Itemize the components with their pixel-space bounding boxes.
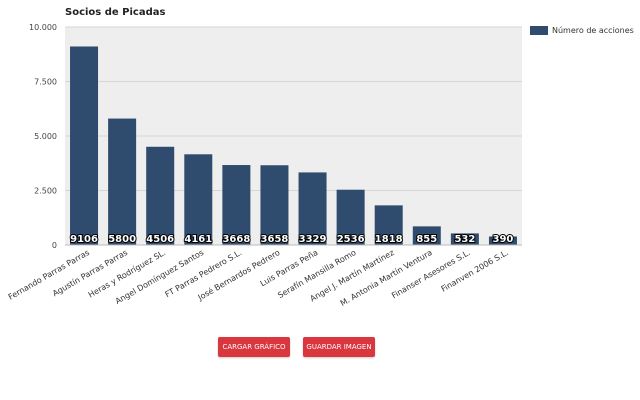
data-label: 390: [493, 234, 514, 245]
data-label: 9106: [70, 234, 98, 245]
y-tick-label: 7.500: [34, 78, 57, 87]
x-tick-label: Finanven 2006 S.L.: [440, 248, 510, 294]
bar: [412, 226, 441, 245]
bar: [260, 165, 289, 245]
data-label: 2536: [337, 234, 365, 245]
bar: [184, 154, 213, 245]
load-chart-button[interactable]: CARGAR GRÁFICO: [218, 337, 290, 357]
data-label: 3668: [222, 234, 250, 245]
data-label: 4506: [146, 234, 174, 245]
legend[interactable]: Número de acciones: [530, 26, 634, 35]
bar: [374, 205, 403, 245]
data-label: 1818: [375, 234, 403, 245]
data-label: 532: [454, 234, 475, 245]
data-label: 855: [416, 234, 437, 245]
y-tick-label: 2.500: [34, 187, 57, 196]
save-image-button[interactable]: GUARDAR IMAGEN: [303, 337, 375, 357]
bar: [298, 172, 327, 245]
bar: [450, 233, 479, 245]
chart-title: Socios de Picadas: [65, 7, 166, 18]
bar: [222, 165, 251, 245]
bar: [336, 189, 365, 245]
bar: [146, 146, 175, 245]
y-tick-label: 10.000: [29, 23, 57, 32]
bar: [108, 118, 137, 245]
data-label: 5800: [108, 234, 136, 245]
legend-swatch: [530, 26, 548, 35]
data-label: 3658: [261, 234, 289, 245]
data-label: 3329: [299, 234, 327, 245]
bar: [488, 236, 517, 245]
y-tick-label: 0: [52, 241, 57, 250]
y-tick-label: 5.000: [34, 132, 57, 141]
legend-label: Número de acciones: [552, 26, 634, 35]
bar: [70, 46, 99, 246]
data-label: 4161: [184, 234, 212, 245]
